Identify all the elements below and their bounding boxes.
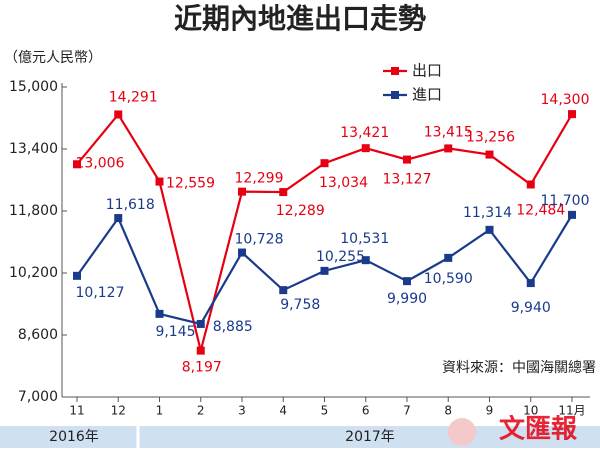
- marker: [196, 319, 205, 328]
- data-label: 12,484: [516, 202, 565, 218]
- data-label: 9,990: [387, 291, 427, 307]
- marker: [73, 160, 81, 169]
- x-tick-label: 10: [523, 404, 538, 418]
- marker: [238, 248, 246, 257]
- y-axis-label: （億元人民幣）: [4, 50, 102, 66]
- data-label: 11,700: [541, 193, 590, 209]
- data-label: 9,758: [280, 297, 320, 313]
- data-label: 13,415: [424, 124, 473, 140]
- data-label: 12,559: [166, 176, 215, 192]
- x-tick-label: 11月: [558, 404, 585, 418]
- data-label: 11,618: [106, 197, 155, 213]
- legend-label: 進口: [412, 86, 442, 104]
- x-tick-label: 12: [111, 404, 126, 418]
- data-label: 10,255: [316, 249, 365, 265]
- marker: [568, 110, 576, 119]
- logo-icon: [448, 418, 476, 446]
- marker: [568, 210, 576, 219]
- marker: [485, 150, 494, 159]
- marker: [279, 188, 288, 197]
- data-label: 14,291: [109, 89, 158, 105]
- data-label: 13,421: [340, 125, 389, 141]
- marker: [444, 253, 453, 262]
- data-label: 14,300: [541, 92, 590, 108]
- y-tick-label: 8,600: [18, 327, 58, 343]
- marker: [361, 256, 370, 265]
- data-label: 13,034: [319, 175, 368, 191]
- x-tick-label: 4: [279, 404, 287, 418]
- marker: [114, 214, 123, 223]
- data-label: 13,006: [76, 155, 125, 171]
- marker: [155, 177, 164, 186]
- data-label: 10,590: [424, 271, 473, 287]
- data-label: 12,299: [235, 171, 284, 187]
- line: [76, 112, 573, 351]
- data-label: 10,531: [340, 231, 389, 247]
- x-tick-label: 3: [238, 404, 246, 418]
- chart-title: 近期內地進出口走勢: [174, 2, 426, 35]
- marker: [114, 110, 123, 119]
- data-label: 13,127: [383, 172, 432, 188]
- marker: [444, 144, 453, 153]
- y-tick-label: 7,000: [18, 389, 58, 405]
- legend-marker: [391, 67, 399, 75]
- x-tick-label: 7: [403, 404, 411, 418]
- marker: [155, 309, 164, 318]
- y-tick-label: 10,200: [9, 265, 58, 281]
- legend-label: 出口: [412, 62, 442, 80]
- marker: [196, 346, 205, 355]
- data-label: 9,145: [155, 324, 195, 340]
- marker: [238, 187, 246, 196]
- marker: [526, 279, 535, 288]
- legend-marker: [391, 91, 399, 99]
- y-tick-label: 11,800: [9, 203, 58, 219]
- data-label: 11,314: [463, 205, 512, 221]
- data-label: 10,127: [76, 285, 125, 301]
- data-label: 9,940: [511, 300, 551, 316]
- marker: [73, 271, 81, 280]
- marker: [526, 180, 535, 189]
- logo: 文匯報: [499, 414, 578, 445]
- y-tick-label: 15,000: [9, 79, 58, 95]
- marker: [403, 155, 411, 164]
- year-label: 2016年: [49, 429, 99, 445]
- marker: [320, 159, 329, 168]
- x-tick-label: 2: [197, 404, 205, 418]
- x-tick-label: 11: [69, 404, 84, 418]
- marker: [320, 266, 329, 275]
- year-label: 2017年: [345, 429, 395, 445]
- data-label: 8,885: [213, 319, 253, 335]
- x-tick-label: 8: [444, 404, 452, 418]
- source-note: 資料來源：中國海關總署: [442, 359, 596, 376]
- marker: [279, 286, 288, 295]
- marker: [361, 144, 370, 153]
- x-tick-label: 1: [156, 404, 164, 418]
- data-label: 13,256: [466, 130, 515, 146]
- data-label: 10,728: [235, 232, 284, 248]
- x-tick-label: 9: [486, 404, 494, 418]
- data-label: 12,289: [276, 203, 325, 219]
- y-tick-label: 13,400: [9, 141, 58, 157]
- marker: [403, 277, 411, 286]
- x-tick-label: 6: [362, 404, 370, 418]
- x-tick-label: 5: [321, 404, 329, 418]
- marker: [485, 225, 494, 234]
- data-label: 8,197: [182, 360, 222, 376]
